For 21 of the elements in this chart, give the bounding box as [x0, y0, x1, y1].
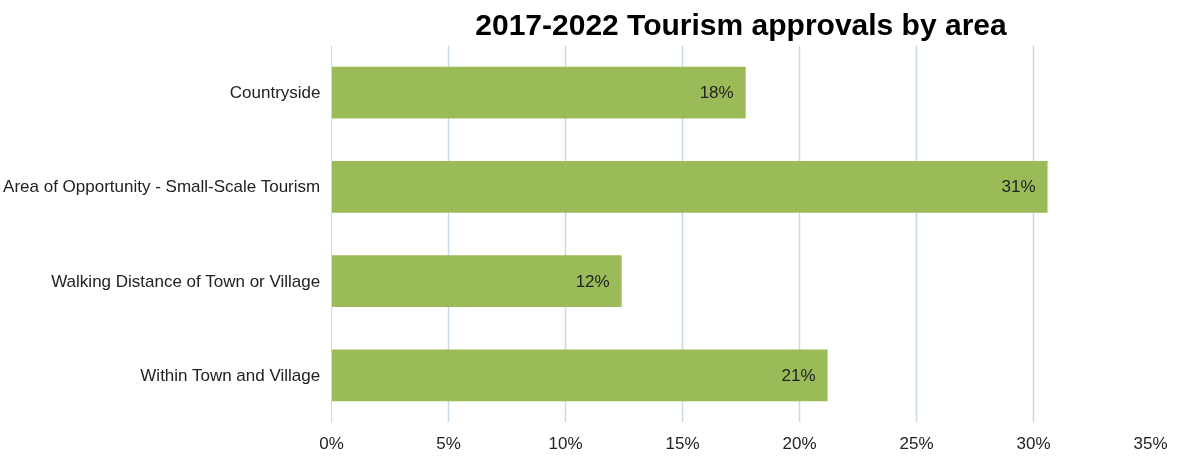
x-tick-label: 30%: [1016, 433, 1051, 453]
bar: [331, 349, 828, 402]
bar: [331, 255, 622, 308]
bar: [331, 160, 1048, 213]
data-label: 12%: [575, 271, 610, 291]
x-tick-label: 0%: [319, 433, 344, 453]
x-tick-label: 20%: [782, 433, 817, 453]
bar: [331, 66, 746, 119]
y-tick-label: Area of Opportunity - Small-Scale Tourism: [3, 177, 321, 197]
data-label: 21%: [781, 365, 816, 385]
x-tick-label: 35%: [1133, 433, 1168, 453]
x-tick-label: 15%: [665, 433, 700, 453]
data-label: 31%: [1001, 177, 1036, 197]
y-tick-label: Walking Distance of Town or Village: [51, 271, 321, 291]
chart-title: 2017-2022 Tourism approvals by area: [475, 7, 1008, 41]
x-tick-label: 10%: [548, 433, 583, 453]
x-tick-label: 5%: [436, 433, 461, 453]
y-tick-label: Within Town and Village: [140, 365, 321, 385]
data-label: 18%: [699, 83, 734, 103]
x-tick-label: 25%: [899, 433, 934, 453]
y-tick-label: Countryside: [229, 83, 321, 103]
